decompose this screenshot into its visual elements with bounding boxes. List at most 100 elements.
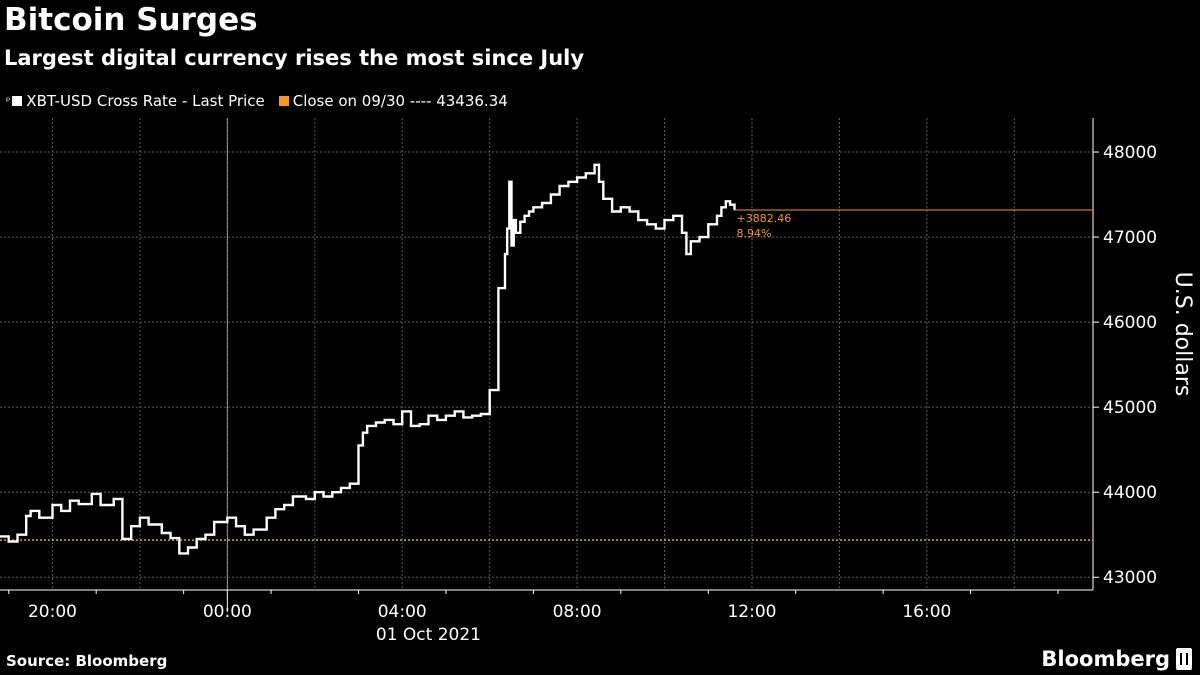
brand-name: Bloomberg [1041, 647, 1170, 671]
legend-label-close: Close on 09/30 ---- 43436.34 [292, 92, 508, 110]
price-point [244, 533, 246, 536]
x-date-label: 01 Oct 2021 [376, 625, 481, 645]
legend-swatch-series [12, 96, 23, 106]
price-point [462, 416, 465, 419]
price-point [576, 176, 578, 179]
price-point [265, 516, 268, 519]
price-point [725, 200, 727, 203]
price-point [528, 210, 530, 213]
price-point [178, 552, 181, 555]
price-point [480, 413, 482, 415]
price-point [29, 510, 32, 512]
price-point [716, 215, 718, 217]
price-point [331, 491, 334, 494]
price-point [598, 181, 600, 183]
price-point [51, 504, 54, 506]
price-point [506, 227, 509, 230]
price-point [488, 389, 491, 391]
price-point [283, 504, 286, 506]
price-point [519, 221, 522, 223]
x-tick-label: 04:00 [378, 602, 427, 622]
price-point [274, 508, 277, 511]
price-point [7, 540, 10, 543]
source-note: Source: Bloomberg [6, 652, 168, 670]
price-point [322, 495, 325, 498]
price-point [383, 419, 386, 421]
price-point [729, 203, 731, 206]
x-tick-label: 00:00 [203, 602, 252, 622]
price-point [510, 244, 513, 247]
price-series-line [0, 163, 736, 555]
price-point [16, 533, 19, 536]
price-point [38, 516, 41, 519]
price-point [410, 425, 412, 427]
legend-swatch-close [278, 96, 289, 106]
price-point [91, 493, 93, 495]
price-point [235, 525, 237, 527]
price-point [512, 219, 515, 221]
price-point [77, 503, 80, 505]
price-point [445, 414, 447, 417]
x-tick-label: 20:00 [28, 602, 77, 622]
price-point [204, 533, 207, 536]
price-point [187, 546, 189, 549]
price-point [392, 423, 395, 426]
price-point [0, 535, 1, 538]
price-point [523, 215, 526, 217]
brand: Bloomberg [1041, 647, 1192, 671]
price-point [593, 164, 596, 166]
price-point [366, 425, 369, 427]
price-point [646, 223, 648, 226]
price-point [585, 172, 587, 175]
price-point [292, 495, 294, 498]
price-point [602, 198, 605, 200]
change-pct-annotation: 8.94% [736, 227, 771, 240]
price-point [672, 215, 675, 217]
price-point [112, 498, 115, 500]
x-tick-label: 16:00 [902, 602, 951, 622]
x-tick-label: 08:00 [553, 602, 602, 622]
price-bar-icon: ᵖ [6, 95, 11, 107]
y-tick-label: 48000 [1103, 143, 1157, 163]
legend-label-series: XBT-USD Cross Rate - Last Price [26, 92, 265, 110]
y-tick-label: 45000 [1103, 398, 1157, 418]
price-point [620, 206, 622, 209]
change-annotation: +3882.46 [736, 212, 791, 225]
chart-title: Bitcoin Surges [4, 2, 258, 38]
price-point [628, 210, 631, 213]
price-point [25, 515, 28, 517]
price-point [169, 537, 172, 539]
price-point [401, 410, 404, 413]
price-point [418, 423, 421, 426]
price-point [698, 236, 701, 238]
x-tick-label: 12:00 [727, 602, 776, 622]
price-point [663, 219, 666, 221]
price-point [362, 431, 364, 434]
price-point [707, 223, 710, 226]
price-point [130, 525, 132, 527]
price-point [637, 219, 640, 221]
price-point [99, 504, 102, 506]
price-point [305, 498, 307, 500]
chart-legend: ᵖ XBT-USD Cross Rate - Last Price Close … [6, 92, 522, 110]
price-point [690, 240, 692, 243]
price-point [497, 287, 500, 289]
price-point [508, 181, 511, 183]
price-point [195, 538, 198, 540]
y-tick-label: 46000 [1103, 313, 1157, 333]
price-point [226, 516, 229, 519]
price-point [681, 232, 683, 234]
price-point [161, 532, 163, 534]
price-point [567, 181, 570, 183]
price-point [252, 528, 255, 531]
price-point [147, 523, 150, 526]
y-tick-label: 44000 [1103, 483, 1157, 503]
y-tick-label: 43000 [1103, 568, 1157, 588]
price-point [314, 491, 316, 494]
price-point [685, 253, 688, 255]
price-point [453, 410, 456, 413]
price-point [515, 232, 517, 234]
price-point [69, 499, 71, 502]
price-point [340, 487, 342, 489]
